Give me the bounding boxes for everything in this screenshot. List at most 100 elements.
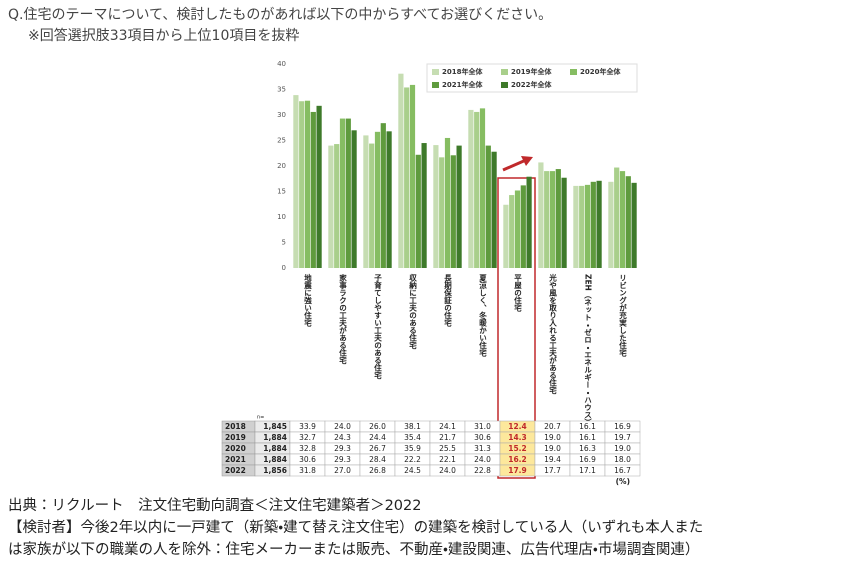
n-label: 1,884 — [263, 455, 287, 464]
bar — [450, 155, 456, 268]
bar — [474, 111, 480, 268]
cell-value: 19.0 — [614, 444, 631, 453]
legend-label: 2022年全体 — [511, 80, 552, 89]
table-bg — [221, 420, 641, 477]
cell-value: 16.1 — [579, 433, 596, 442]
cell-value: 28.4 — [369, 455, 386, 464]
x-tick-label: 長期保証の住宅 — [443, 274, 452, 328]
cell-value: 29.3 — [334, 455, 351, 464]
legend-swatch — [501, 82, 508, 88]
unit-label: (%) — [616, 477, 630, 486]
x-tick-label: ZEH（ネット・ゼロ・エネルギー・ハウス） — [583, 274, 592, 426]
x-tick-label: 平屋の住宅 — [513, 274, 522, 313]
bar — [614, 167, 620, 268]
y-tick-label: 20 — [277, 162, 286, 170]
cell-value: 18.0 — [614, 455, 631, 464]
bar — [549, 171, 556, 268]
legend-label: 2018年全体 — [442, 67, 483, 76]
n-label: 1,845 — [263, 422, 287, 431]
cell-value: 22.8 — [474, 466, 491, 475]
x-tick-label: 家事ラクの工夫がある住宅 — [338, 273, 347, 366]
bar — [573, 185, 579, 268]
bar — [561, 177, 567, 268]
bar — [310, 111, 316, 268]
table-cell — [604, 464, 641, 477]
cell-value: 30.6 — [299, 455, 316, 464]
cell-value: 16.3 — [579, 444, 596, 453]
cell-value: 32.7 — [299, 433, 316, 442]
n-header: n= — [257, 415, 264, 421]
cell-value: 32.8 — [299, 444, 316, 453]
cell-value: 15.2 — [508, 444, 527, 453]
bar — [409, 84, 416, 268]
row-label: 2021 — [225, 455, 246, 464]
cell-value: 24.3 — [334, 433, 351, 442]
bar — [398, 73, 404, 268]
highlight-box — [497, 177, 536, 479]
bar — [590, 181, 596, 268]
cell-value: 16.7 — [614, 466, 631, 475]
cell-value: 26.7 — [369, 444, 386, 453]
cell-value: 31.8 — [299, 466, 316, 475]
x-tick-label: リビングが充実した住宅 — [618, 274, 627, 358]
cell-value: 19.7 — [614, 433, 631, 442]
legend-label: 2021年全体 — [442, 80, 483, 89]
legend-swatch — [570, 69, 577, 75]
bar — [421, 143, 427, 268]
cell-value: 16.9 — [579, 455, 596, 464]
bar — [485, 145, 491, 268]
bar — [584, 184, 591, 268]
cell-value: 24.5 — [404, 466, 421, 475]
bar — [380, 123, 386, 268]
cell-value: 33.9 — [299, 422, 316, 431]
cell-value: 16.9 — [614, 422, 631, 431]
cell-value: 24.0 — [334, 422, 351, 431]
bar — [631, 182, 637, 268]
bar — [526, 176, 532, 268]
bar — [433, 145, 439, 268]
cell-value: 29.3 — [334, 444, 351, 453]
legend-box — [426, 63, 638, 93]
n-label: 1,856 — [263, 466, 287, 475]
bar — [345, 118, 351, 268]
cell-value: 16.2 — [508, 455, 527, 464]
footnote: 【検討者】今後2年以内に一戸建て（新築・建て替え注文住宅）の建築を検討している人… — [8, 518, 703, 536]
cell-value: 20.7 — [544, 422, 561, 431]
legend-swatch — [501, 69, 508, 75]
cell-value: 35.9 — [404, 444, 421, 453]
bar — [514, 190, 521, 268]
bar — [316, 105, 322, 268]
cell-value: 26.8 — [369, 466, 386, 475]
x-tick-label: 子育てしやすい工夫のある住宅 — [373, 274, 382, 381]
y-tick-label: 30 — [277, 111, 286, 119]
cell-value: 30.6 — [474, 433, 491, 442]
y-tick-label: 25 — [277, 137, 286, 145]
x-tick-label: 収納に工夫のある住宅 — [408, 273, 417, 351]
cell-value: 19.0 — [544, 433, 561, 442]
cell-value: 38.1 — [404, 422, 421, 431]
y-tick-label: 0 — [282, 264, 286, 272]
cell-value: 26.0 — [369, 422, 386, 431]
bar — [351, 130, 357, 268]
cell-value: 17.7 — [544, 466, 561, 475]
cell-value: 31.3 — [474, 444, 491, 453]
bar — [415, 154, 421, 268]
cell-value: 24.0 — [439, 466, 456, 475]
bar — [456, 145, 462, 268]
cell-value: 31.0 — [474, 422, 491, 431]
cell-value: 27.0 — [334, 466, 351, 475]
bar — [619, 171, 626, 268]
row-label: 2018 — [225, 422, 246, 431]
bar — [374, 131, 381, 268]
bar — [544, 171, 550, 268]
cell-value: 25.5 — [439, 444, 456, 453]
cell-value: 19.0 — [544, 444, 561, 453]
cell-value: 24.1 — [439, 422, 456, 431]
bar — [386, 131, 392, 268]
bar — [468, 109, 474, 269]
y-tick-label: 10 — [277, 213, 286, 221]
cell-value: 14.3 — [508, 433, 527, 442]
row-label: 2022 — [225, 466, 246, 475]
note: ※回答選択肢33項目から上位10項目を抜粋 — [28, 27, 299, 44]
cell-value: 22.2 — [404, 455, 421, 464]
